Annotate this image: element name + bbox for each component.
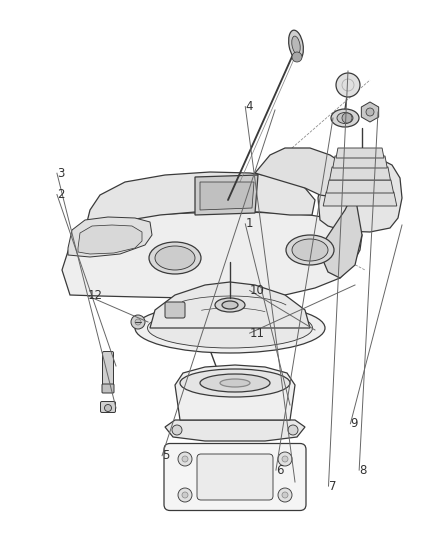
Ellipse shape bbox=[180, 369, 290, 397]
Circle shape bbox=[178, 488, 192, 502]
Text: 3: 3 bbox=[57, 167, 64, 180]
Polygon shape bbox=[255, 148, 355, 198]
Circle shape bbox=[182, 492, 188, 498]
Polygon shape bbox=[322, 195, 362, 278]
Polygon shape bbox=[336, 148, 384, 158]
FancyBboxPatch shape bbox=[100, 401, 116, 413]
Circle shape bbox=[278, 488, 292, 502]
Polygon shape bbox=[326, 180, 394, 193]
Circle shape bbox=[292, 52, 302, 62]
Text: 7: 7 bbox=[328, 480, 336, 492]
Polygon shape bbox=[165, 420, 305, 441]
Ellipse shape bbox=[331, 109, 359, 127]
Circle shape bbox=[135, 319, 141, 325]
Circle shape bbox=[366, 108, 374, 116]
Ellipse shape bbox=[289, 30, 304, 60]
Circle shape bbox=[105, 405, 112, 411]
Circle shape bbox=[282, 456, 288, 462]
Circle shape bbox=[342, 113, 352, 123]
Ellipse shape bbox=[292, 36, 300, 54]
Polygon shape bbox=[323, 192, 397, 206]
Polygon shape bbox=[150, 282, 310, 328]
FancyBboxPatch shape bbox=[102, 351, 113, 386]
Polygon shape bbox=[330, 167, 390, 180]
FancyBboxPatch shape bbox=[197, 454, 273, 500]
Polygon shape bbox=[361, 102, 379, 122]
Ellipse shape bbox=[286, 235, 334, 265]
Polygon shape bbox=[85, 172, 315, 230]
Circle shape bbox=[288, 425, 298, 435]
Ellipse shape bbox=[148, 308, 312, 348]
Ellipse shape bbox=[200, 374, 270, 392]
Circle shape bbox=[182, 456, 188, 462]
Polygon shape bbox=[68, 217, 152, 257]
Circle shape bbox=[282, 492, 288, 498]
Ellipse shape bbox=[292, 239, 328, 261]
Polygon shape bbox=[175, 365, 295, 420]
Polygon shape bbox=[200, 182, 254, 210]
FancyBboxPatch shape bbox=[164, 443, 306, 511]
Text: 6: 6 bbox=[276, 464, 283, 477]
Ellipse shape bbox=[155, 246, 195, 270]
Circle shape bbox=[178, 452, 192, 466]
Ellipse shape bbox=[215, 298, 245, 312]
FancyBboxPatch shape bbox=[165, 302, 185, 318]
Polygon shape bbox=[333, 156, 387, 168]
Text: 2: 2 bbox=[57, 188, 64, 201]
Text: 10: 10 bbox=[250, 284, 265, 297]
Polygon shape bbox=[62, 212, 362, 298]
Text: 11: 11 bbox=[250, 327, 265, 340]
Polygon shape bbox=[78, 225, 142, 254]
Text: 8: 8 bbox=[359, 464, 367, 477]
Ellipse shape bbox=[135, 303, 325, 353]
Polygon shape bbox=[195, 175, 258, 215]
Ellipse shape bbox=[222, 301, 238, 309]
Text: 1: 1 bbox=[245, 217, 253, 230]
Ellipse shape bbox=[337, 112, 353, 124]
Ellipse shape bbox=[149, 242, 201, 274]
Text: 9: 9 bbox=[350, 417, 358, 430]
Text: 12: 12 bbox=[88, 289, 102, 302]
Text: 4: 4 bbox=[245, 100, 253, 113]
Circle shape bbox=[131, 315, 145, 329]
Text: 5: 5 bbox=[162, 449, 170, 462]
Circle shape bbox=[278, 452, 292, 466]
Circle shape bbox=[172, 425, 182, 435]
FancyBboxPatch shape bbox=[102, 384, 114, 393]
Circle shape bbox=[336, 73, 360, 97]
Ellipse shape bbox=[220, 379, 250, 387]
Polygon shape bbox=[318, 155, 402, 232]
